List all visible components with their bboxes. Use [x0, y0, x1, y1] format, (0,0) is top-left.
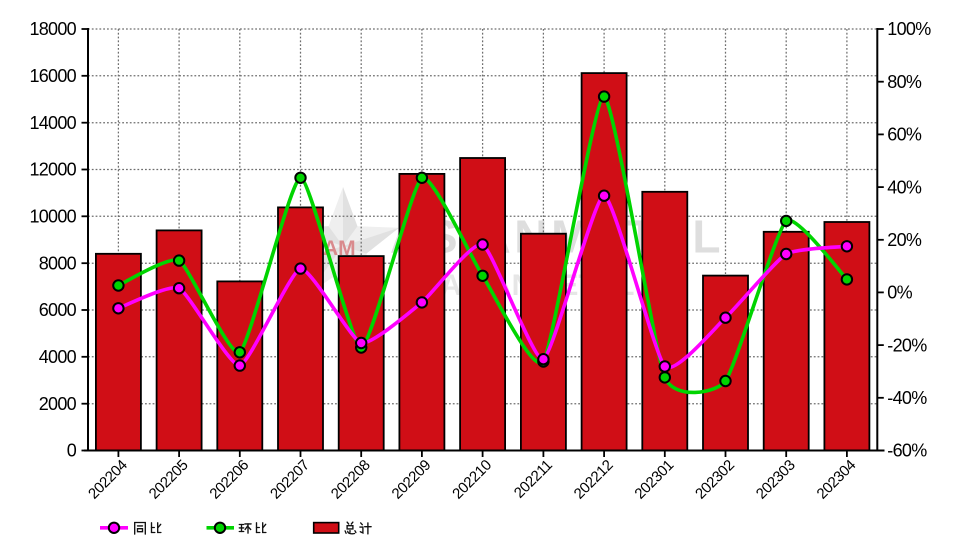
- svg-text:40%: 40%: [887, 177, 922, 197]
- svg-text:80%: 80%: [887, 72, 922, 92]
- svg-text:18000: 18000: [29, 19, 76, 39]
- svg-text:0: 0: [67, 441, 77, 461]
- svg-text:-60%: -60%: [887, 441, 927, 461]
- svg-text:8000: 8000: [39, 253, 77, 273]
- svg-text:2000: 2000: [39, 394, 77, 414]
- svg-text:100%: 100%: [887, 19, 931, 39]
- svg-text:-40%: -40%: [887, 388, 927, 408]
- svg-text:16000: 16000: [29, 66, 76, 86]
- svg-text:6000: 6000: [39, 300, 77, 320]
- svg-text:10000: 10000: [29, 207, 76, 227]
- svg-text:60%: 60%: [887, 125, 922, 145]
- svg-text:12000: 12000: [29, 160, 76, 180]
- svg-text:AM: AM: [323, 237, 356, 260]
- svg-text:4000: 4000: [39, 347, 77, 367]
- svg-text:14000: 14000: [29, 113, 76, 133]
- svg-text:20%: 20%: [887, 230, 922, 250]
- svg-text:0%: 0%: [887, 283, 912, 303]
- svg-text:-20%: -20%: [887, 335, 927, 355]
